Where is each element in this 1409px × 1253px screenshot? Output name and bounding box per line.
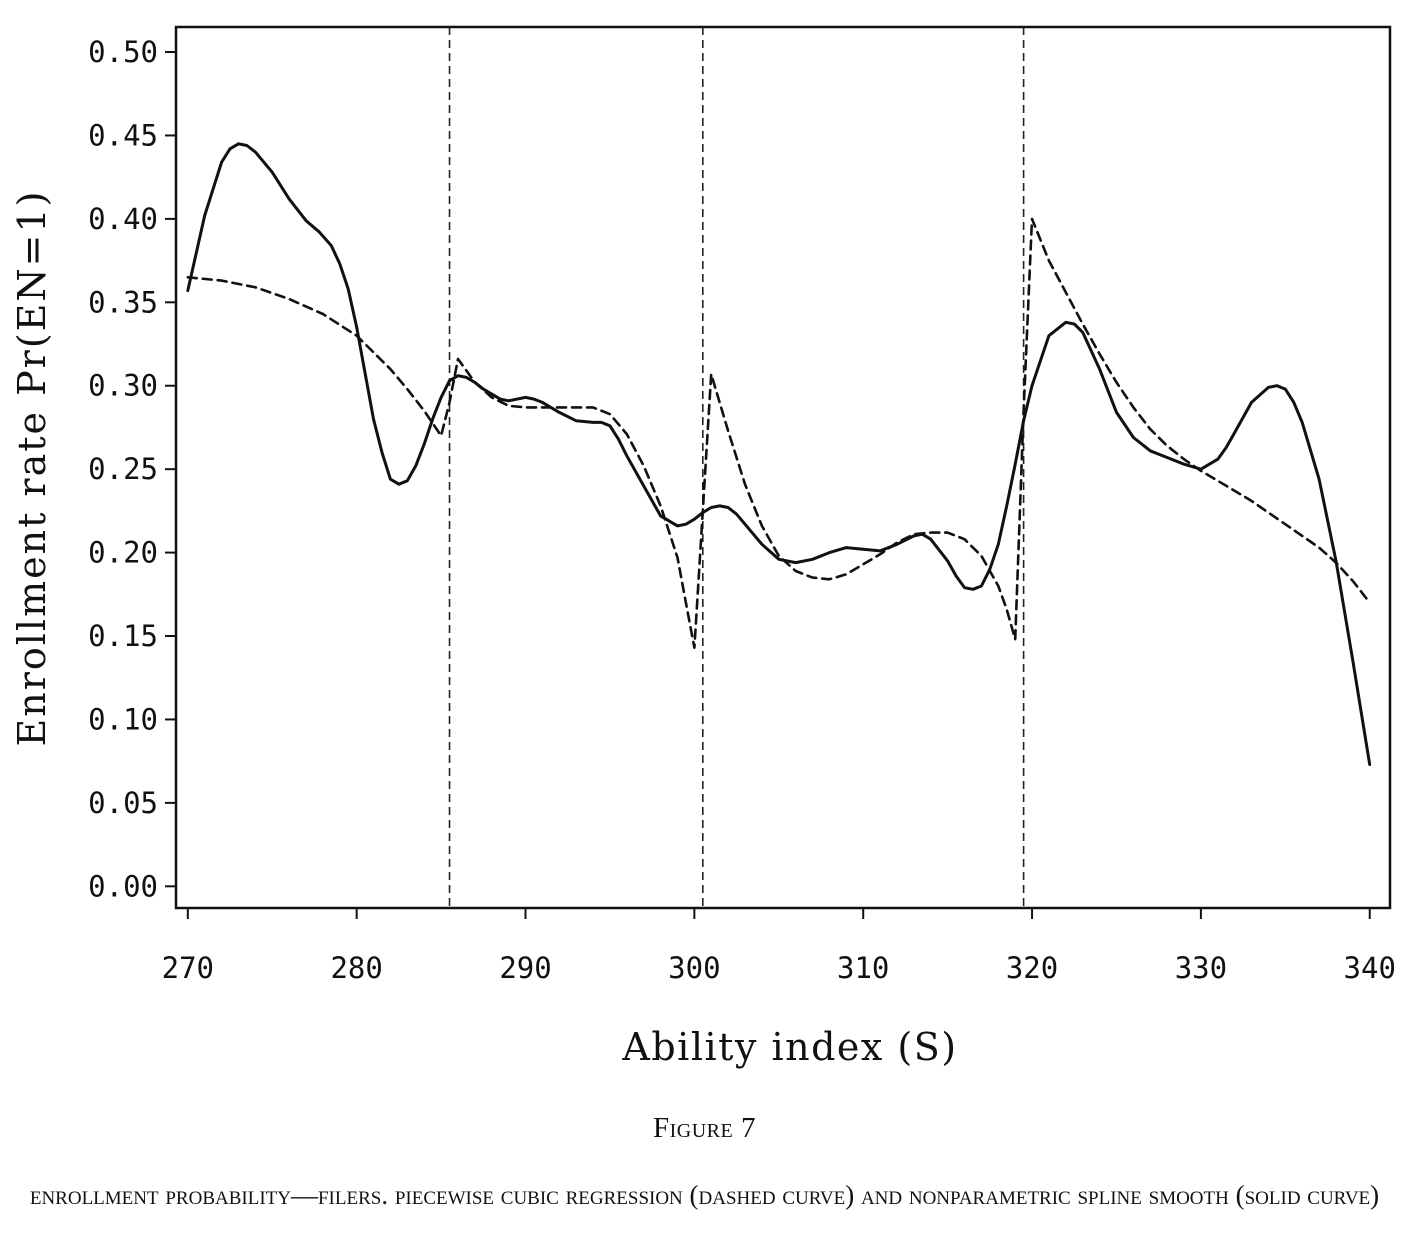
x-axis: 270 280 290 300 310 320 330 340 (162, 908, 1396, 985)
y-tick-label: 0.05 (88, 786, 158, 820)
plot-frame (174, 25, 1392, 910)
x-tick-label: 310 (837, 951, 889, 985)
y-tick-label: 0.20 (88, 536, 158, 570)
y-tick-label: 0.45 (88, 118, 158, 152)
dashed-curve-cubic-regression (186, 217, 1371, 650)
y-tick-label: 0.00 (88, 869, 158, 903)
segment-boundary-lines (448, 27, 1025, 908)
x-tick-label: 330 (1175, 951, 1227, 985)
x-tick-label: 300 (668, 951, 720, 985)
solid-curve-spline-smooth (186, 142, 1372, 766)
x-axis-title: Ability index (S) (621, 1025, 957, 1069)
figure-label: Figure 7 (653, 1112, 756, 1144)
y-tick-label: 0.10 (88, 702, 158, 736)
y-tick-label: 0.35 (88, 285, 158, 319)
x-tick-label: 270 (162, 951, 214, 985)
y-tick-label: 0.15 (88, 619, 158, 653)
x-tick-label: 320 (1006, 951, 1058, 985)
y-tick-label: 0.40 (88, 202, 158, 236)
x-tick-label: 280 (330, 951, 382, 985)
y-tick-label: 0.30 (88, 369, 158, 403)
y-axis-title: Enrollment rate Pr(EN=1) (10, 190, 54, 747)
figure-caption: ENROLLMENT PROBABILITY—FILERS. PIECEWISE… (29, 1180, 1380, 1210)
x-tick-label: 290 (499, 951, 551, 985)
x-tick-label: 340 (1344, 951, 1396, 985)
y-axis: 0.00 0.05 0.10 0.15 0.20 0.25 0.30 0.35 0.40 0.45… (88, 35, 176, 903)
series-layer (186, 142, 1372, 766)
y-tick-label: 0.25 (88, 452, 158, 486)
y-tick-label: 0.50 (88, 35, 158, 69)
